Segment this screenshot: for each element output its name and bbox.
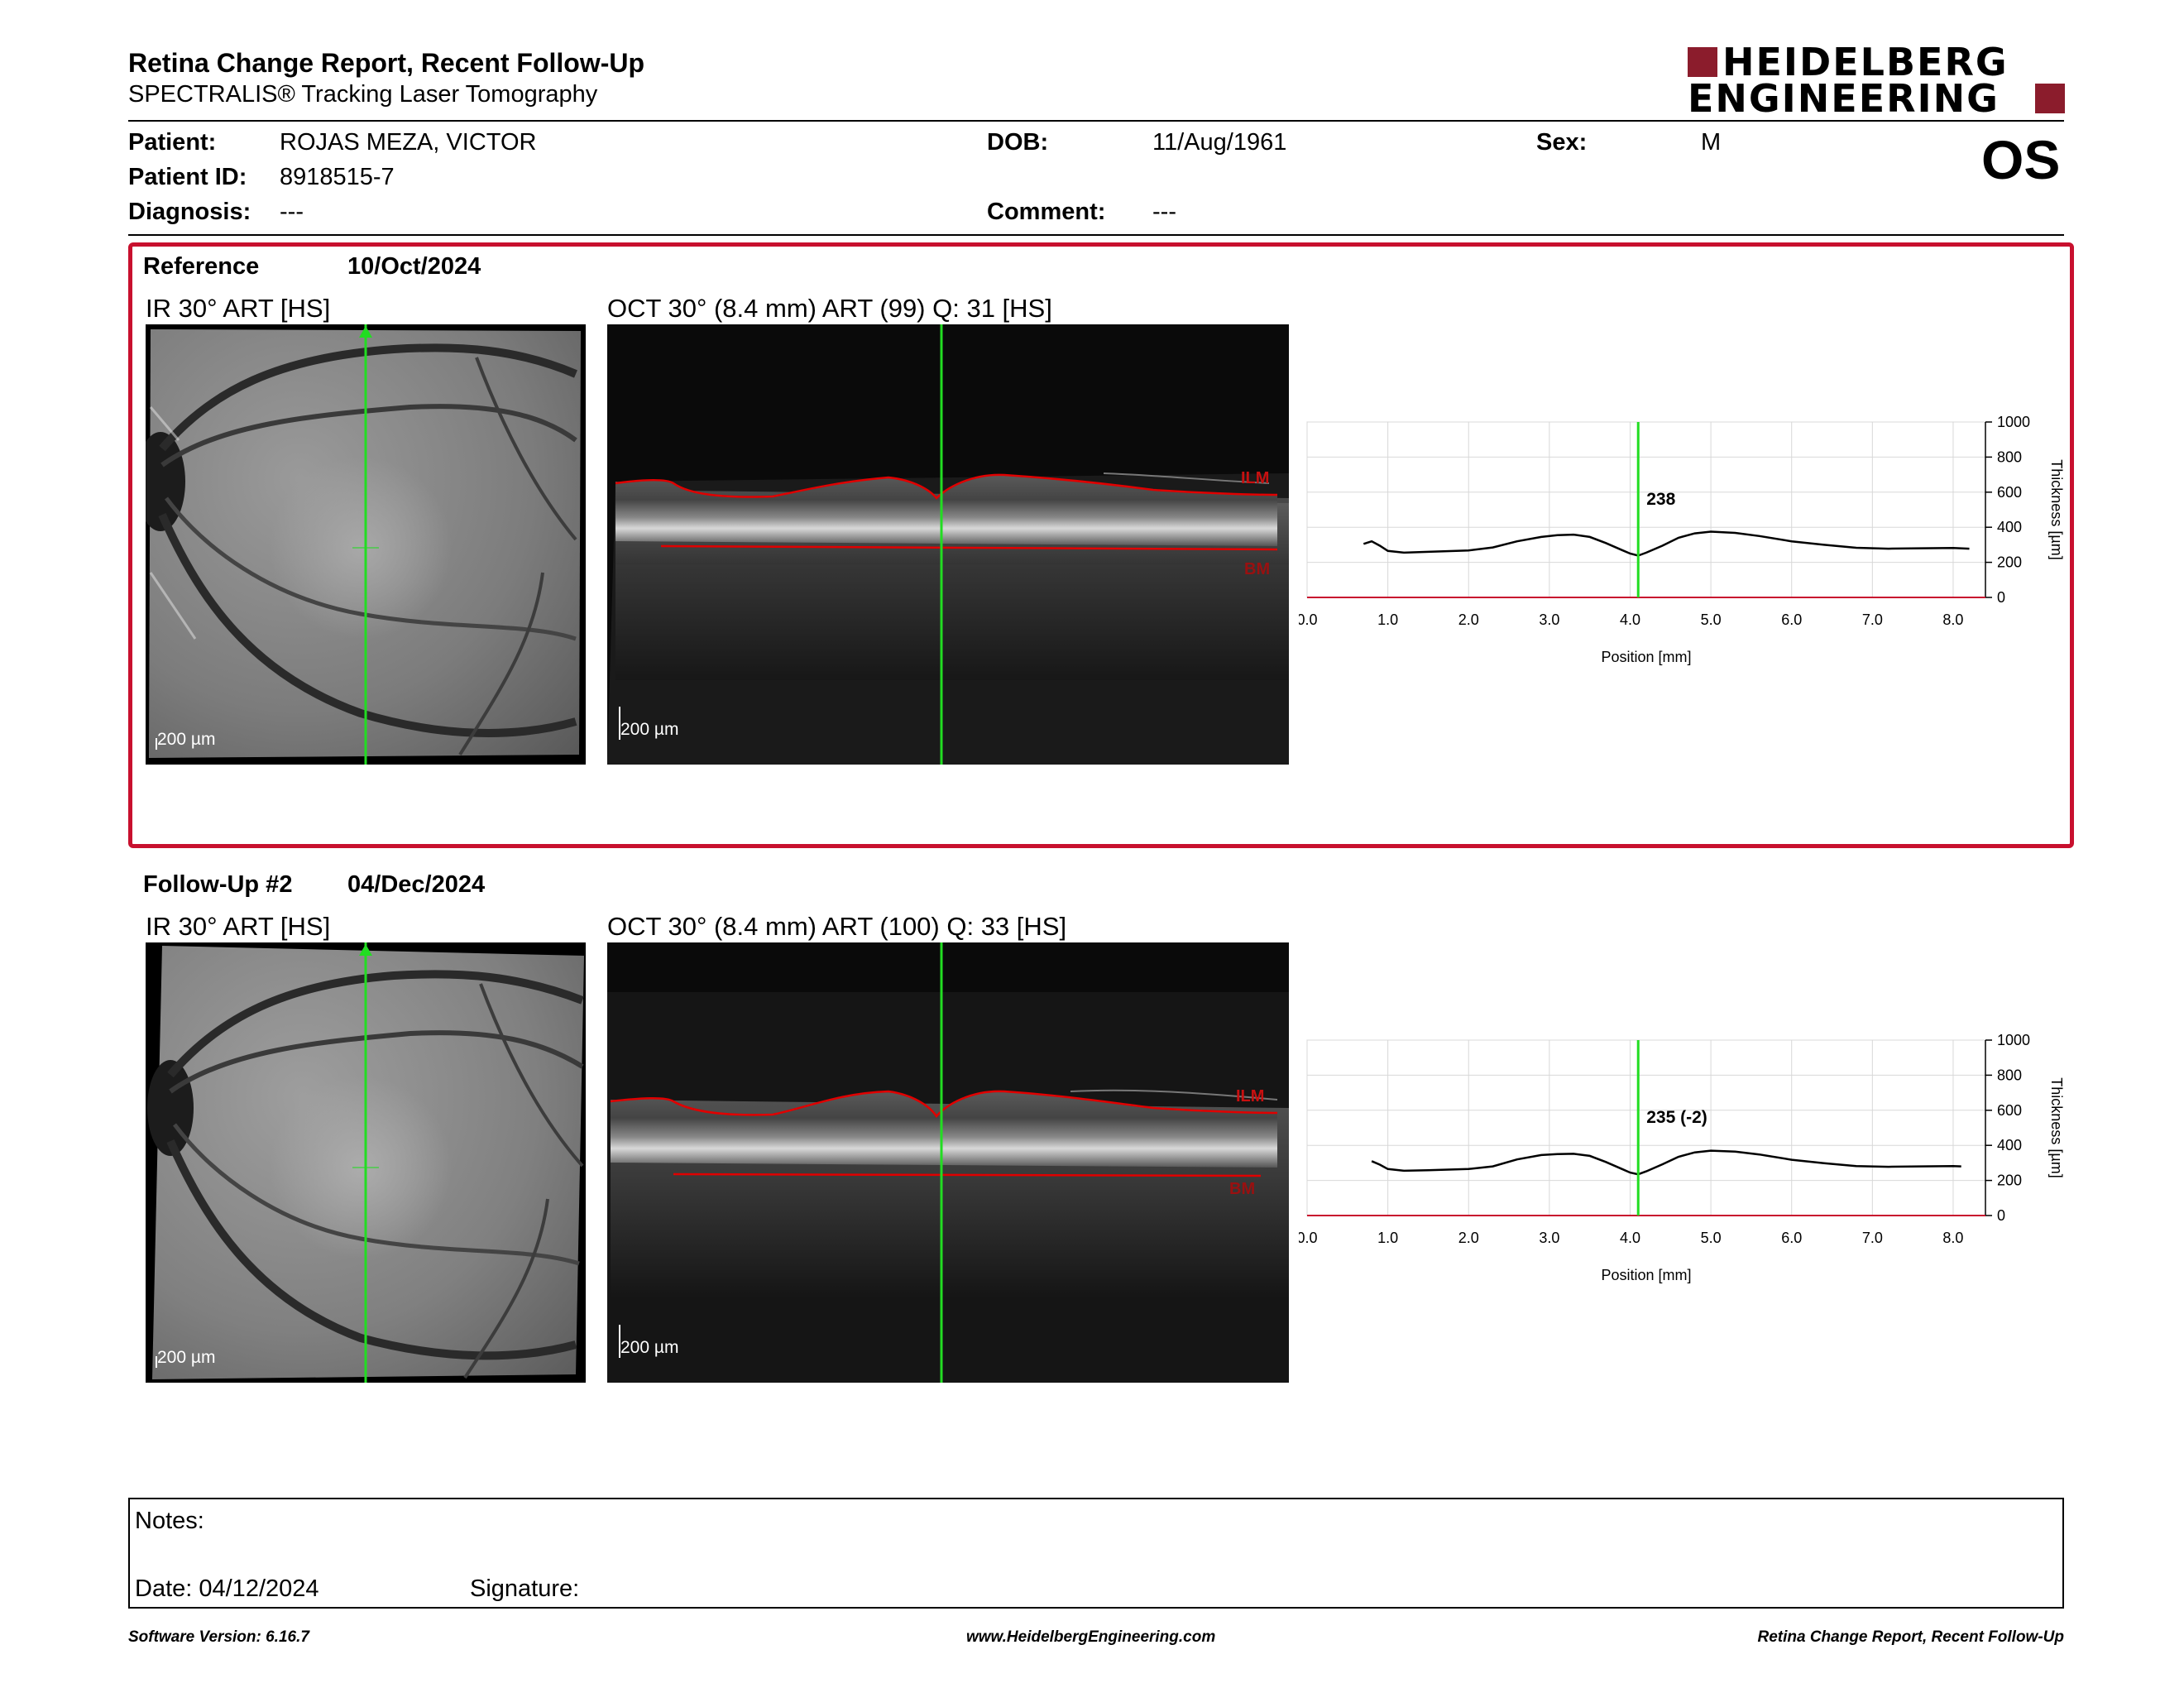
x-tick-label: 3.0 [1539,611,1559,628]
x-tick-label: 2.0 [1458,1230,1479,1246]
diagnosis-value: --- [280,199,304,225]
eye-indicator: OS [1981,129,2061,190]
x-tick-label: 0.0 [1299,1230,1318,1246]
ir-fundus-image[interactable]: 200 µm [146,324,586,765]
bm-label: BM [1229,1180,1255,1198]
ir-title: IR 30° ART [HS] [146,294,331,323]
followup-date: 04/Dec/2024 [347,871,486,898]
x-tick-label: 4.0 [1620,1230,1640,1246]
oct-bscan-graphic: ILM BM [607,942,1289,1383]
ir-scale-label: 200 µm [157,1348,216,1367]
y-tick-label: 400 [1997,1137,2022,1153]
dob-value: 11/Aug/1961 [1152,129,1287,156]
ilm-label: ILM [1241,469,1269,487]
ir-scale-bar: 200 µm [156,1348,215,1368]
plot-area [1306,1039,1986,1216]
ir-scale-label: 200 µm [157,730,216,749]
oct-scale-bar: 200 µm [619,707,678,740]
website-link[interactable]: www.HeidelbergEngineering.com [966,1628,1216,1646]
oct-scale-label: 200 µm [620,1338,679,1357]
thickness-chart-followup: 0.0 1.0 2.0 3.0 4.0 5.0 6.0 7.0 8.0 0 200 400 600 800… [1299,1032,2065,1283]
patient-divider [128,234,2064,236]
x-tick-label: 7.0 [1862,611,1883,628]
x-tick-label: 8.0 [1942,611,1963,628]
reference-label: Reference [143,253,260,280]
y-tick-label: 600 [1997,1102,2022,1119]
thickness-line [1371,1149,1961,1176]
report-subtitle: SPECTRALIS® Tracking Laser Tomography [128,81,598,108]
y-tick-label: 1000 [1997,414,2030,430]
report-title: Retina Change Report, Recent Follow-Up [128,48,645,78]
patient-id-value: 8918515-7 [280,164,395,190]
y-tick-label: 200 [1997,1172,2022,1189]
notes-box[interactable] [128,1498,2064,1609]
y-tick-label: 0 [1997,1207,2005,1224]
y-tick-label: 800 [1997,448,2022,465]
y-tick-label: 400 [1997,519,2022,535]
diagnosis-label: Diagnosis: [128,199,251,225]
x-tick-label: 4.0 [1620,611,1640,628]
oct-scale-bar: 200 µm [619,1325,678,1358]
followup-label: Follow-Up #2 [143,871,293,898]
cursor-thickness-label: 235 (-2) [1646,1108,1707,1127]
notes-label: Notes: [135,1508,204,1534]
ilm-label: ILM [1236,1087,1264,1105]
x-tick-label: 6.0 [1781,1230,1802,1246]
x-tick-label: 8.0 [1942,1230,1963,1246]
y-tick-label: 800 [1997,1067,2022,1083]
ir-fundus-image[interactable]: 200 µm [146,942,586,1383]
x-tick-label: 7.0 [1862,1230,1883,1246]
dob-label: DOB: [987,129,1049,156]
ir-fundus-graphic [147,942,584,1383]
footer-report-name: Retina Change Report, Recent Follow-Up [1757,1628,2064,1646]
comment-label: Comment: [987,199,1106,225]
x-axis-label: Position [mm] [1601,649,1691,665]
reference-date: 10/Oct/2024 [347,253,481,280]
comment-value: --- [1152,199,1176,225]
x-tick-label: 6.0 [1781,611,1802,628]
y-tick-label: 1000 [1997,1032,2030,1048]
x-tick-label: 0.0 [1299,611,1318,628]
ir-fundus-graphic [146,324,581,765]
logo-line-2: ENGINEERING [1688,76,2000,121]
cursor-thickness-label: 238 [1646,490,1675,509]
signature-field: Signature: [470,1575,580,1602]
y-axis-label: Thickness [µm] [2048,1077,2065,1177]
oct-bscan-graphic: ILM BM [607,324,1289,765]
y-tick-label: 0 [1997,589,2005,606]
x-tick-label: 1.0 [1377,1230,1398,1246]
logo-line-1: HEIDELBERG [1722,40,2009,84]
y-tick-label: 600 [1997,484,2022,501]
patient-id-label: Patient ID: [128,164,247,190]
oct-title: OCT 30° (8.4 mm) ART (100) Q: 33 [HS] [607,912,1067,941]
bm-label: BM [1244,560,1270,578]
header-divider [128,120,2064,122]
oct-bscan-image[interactable]: ILM BM 200 µm [607,942,1289,1383]
logo-square-bottom [2035,84,2065,113]
x-tick-label: 2.0 [1458,611,1479,628]
x-tick-label: 1.0 [1377,611,1398,628]
ir-title: IR 30° ART [HS] [146,912,331,941]
plot-area [1306,421,1986,598]
thickness-line [1363,530,1970,557]
date-field: Date: 04/12/2024 [135,1575,319,1602]
thickness-chart-reference: 0.0 1.0 2.0 3.0 4.0 5.0 6.0 7.0 8.0 0 200 400 600 800… [1299,414,2065,665]
software-version: Software Version: 6.16.7 [128,1628,309,1646]
sex-value: M [1701,129,1722,156]
oct-title: OCT 30° (8.4 mm) ART (99) Q: 31 [HS] [607,294,1052,323]
logo-square-top [1688,47,1717,77]
reference-frame [128,242,2074,848]
y-tick-label: 200 [1997,554,2022,571]
patient-name: ROJAS MEZA, VICTOR [280,129,537,156]
oct-scale-label: 200 µm [620,720,679,739]
patient-label: Patient: [128,129,217,156]
x-tick-label: 3.0 [1539,1230,1559,1246]
ir-scale-bar: 200 µm [156,730,215,750]
sex-label: Sex: [1536,129,1588,156]
x-tick-label: 5.0 [1701,611,1722,628]
x-axis-label: Position [mm] [1601,1267,1691,1283]
y-axis-label: Thickness [µm] [2048,459,2065,559]
oct-bscan-image[interactable]: ILM BM 200 µm [607,324,1289,765]
x-tick-label: 5.0 [1701,1230,1722,1246]
